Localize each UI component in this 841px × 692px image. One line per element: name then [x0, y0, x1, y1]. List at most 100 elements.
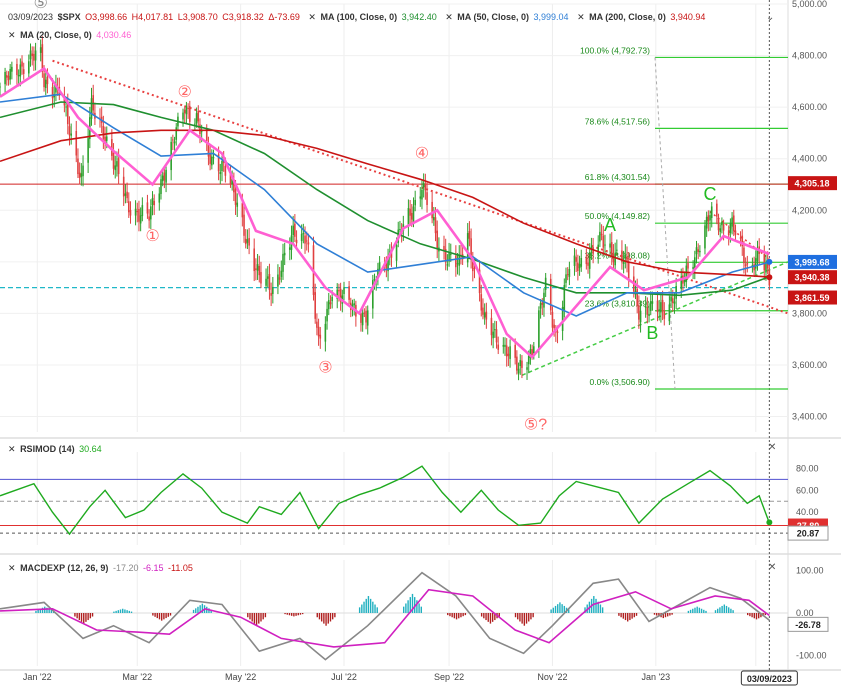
candle-body: [134, 208, 137, 216]
candle-body: [744, 264, 747, 266]
macd-histogram-bar: [719, 607, 721, 613]
candle-body: [538, 310, 540, 350]
macd-histogram-bar: [700, 608, 703, 613]
candle-body: [588, 252, 591, 269]
candle-body: [336, 289, 339, 299]
candle-body: [82, 165, 84, 177]
close-x-icon[interactable]: ✕: [445, 12, 453, 22]
x-tick-label: Jul '22: [331, 672, 357, 682]
macd-histogram-bar: [41, 607, 44, 613]
macd-histogram-bar: [629, 613, 631, 621]
candle-body: [756, 248, 759, 262]
macd-histogram-bar: [367, 596, 370, 613]
macd-histogram-bar: [550, 609, 552, 613]
candle-body: [765, 263, 767, 273]
macd-histogram-bar: [119, 609, 122, 613]
candle-body: [288, 247, 291, 250]
macd-histogram-bar: [117, 610, 120, 613]
close-x-icon[interactable]: ✕: [577, 12, 585, 22]
macd-histogram-bar: [37, 609, 39, 613]
candle-body: [697, 249, 699, 252]
candle-body: [709, 215, 711, 221]
macd-histogram-bar: [163, 613, 165, 620]
close-x-icon[interactable]: ✕: [8, 30, 16, 40]
candle-body: [671, 298, 674, 303]
macd-histogram-bar: [130, 611, 133, 613]
candle-body: [317, 326, 320, 337]
rsi-y-tick-label: 80.00: [796, 463, 819, 473]
candle-body: [31, 53, 33, 57]
candle-body: [526, 367, 528, 370]
candle-body: [587, 262, 589, 266]
candle-body: [436, 230, 439, 249]
candle-body: [561, 306, 564, 331]
candle-body: [233, 181, 235, 193]
candle-body: [327, 300, 330, 310]
candle-body: [363, 312, 366, 314]
y-tick-label: 4,200.00: [792, 205, 827, 215]
macd-histogram-bar: [323, 613, 325, 624]
macd-histogram-bar: [409, 597, 411, 613]
candle-body: [151, 197, 154, 205]
candle-body: [55, 83, 57, 93]
macd-signal-line: [0, 588, 770, 648]
close-x-icon[interactable]: ✕: [8, 444, 16, 454]
close-x-icon[interactable]: ✕: [8, 563, 16, 573]
macd-histogram-bar: [532, 613, 534, 618]
candle-body: [719, 228, 722, 232]
candle-body: [568, 268, 571, 277]
candle-body: [519, 360, 522, 367]
macd-histogram-bar: [694, 607, 696, 613]
chevron-down-icon[interactable]: ⌄: [766, 12, 775, 23]
macd-histogram-bar: [730, 608, 732, 613]
macd-histogram-bar: [517, 613, 519, 620]
close-x-icon[interactable]: ✕: [308, 12, 316, 22]
candle-body: [305, 240, 308, 242]
candle-body: [395, 245, 398, 261]
macd-histogram-bar: [167, 613, 169, 617]
rsi-marker: [766, 519, 773, 526]
candle-body: [577, 262, 579, 271]
macd-histogram-bar: [525, 613, 528, 624]
price-badge-label: 3,861.59: [794, 293, 829, 303]
candle-body: [658, 309, 661, 311]
candle-body: [165, 169, 167, 183]
macd-histogram-bar: [561, 604, 563, 613]
macd-value: -17.20: [112, 563, 139, 573]
macd-histogram-bar: [662, 613, 664, 619]
candle-body: [129, 209, 132, 216]
candle-body: [272, 287, 274, 294]
candle-body: [282, 253, 284, 272]
candle-body: [7, 75, 10, 81]
macd-histogram-bar: [728, 607, 730, 613]
y-tick-label: 4,800.00: [792, 51, 827, 61]
candle-body: [509, 346, 511, 359]
ma50-label: MA (50, Close, 0): [457, 12, 529, 22]
candle-body: [407, 208, 410, 227]
signal-value: -6.15: [143, 563, 164, 573]
candle-body: [599, 231, 601, 242]
macd-histogram-bar: [420, 606, 422, 613]
candle-body: [517, 368, 520, 374]
candle-body: [646, 307, 649, 315]
macd-histogram-bar: [301, 613, 304, 615]
candle-body: [0, 86, 1, 88]
candle-body: [160, 179, 162, 195]
macd-histogram-bar: [208, 608, 210, 613]
macd-histogram-bar: [655, 613, 658, 616]
macd-histogram-bar: [89, 613, 92, 619]
macd-histogram-bar: [264, 613, 267, 618]
wave-label: A: [604, 215, 616, 235]
macd-histogram-bar: [358, 607, 361, 613]
close-pane-icon[interactable]: ✕: [768, 442, 777, 453]
candle-body: [126, 191, 128, 199]
macd-histogram-bar: [658, 613, 660, 617]
candle-body: [409, 208, 411, 216]
macd-histogram-bar: [124, 609, 126, 613]
candle-body: [580, 258, 583, 267]
candle-body: [207, 143, 210, 157]
macd-histogram-bar: [671, 613, 673, 615]
candle-body: [219, 171, 222, 175]
wave-label: ④: [415, 146, 429, 163]
close-pane-icon[interactable]: ✕: [768, 562, 777, 573]
